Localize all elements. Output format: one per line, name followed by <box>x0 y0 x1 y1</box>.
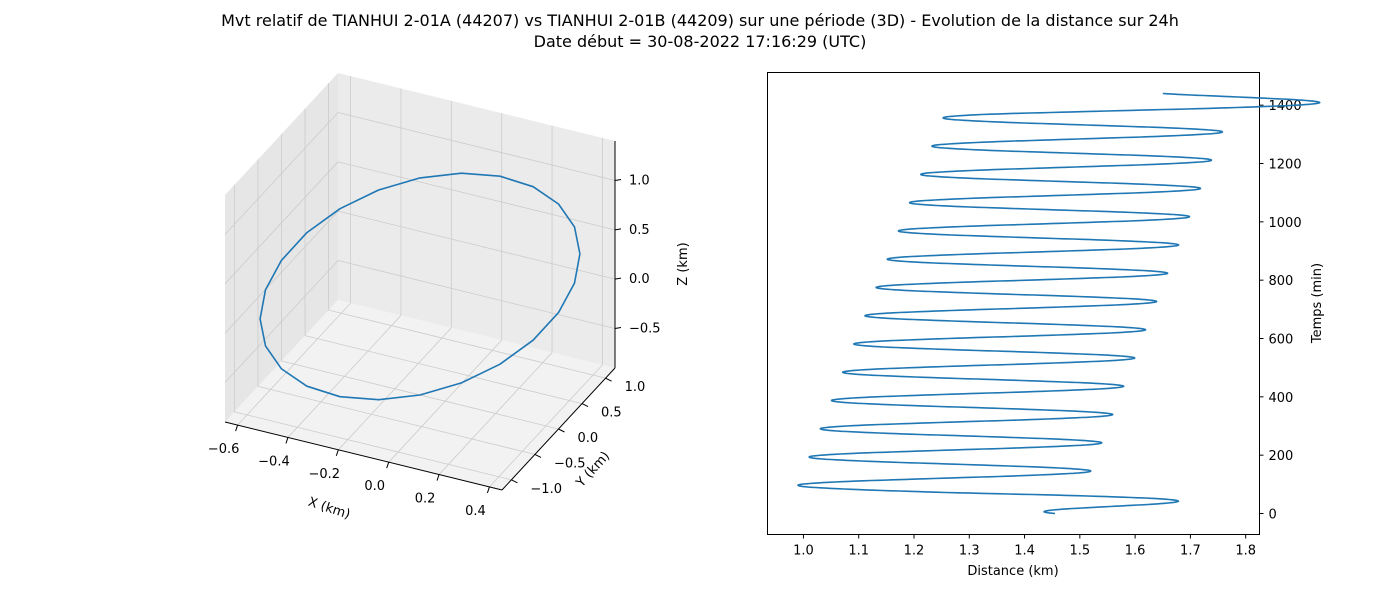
x-tick-label: 1.3 <box>959 544 980 559</box>
grid-line-y-floor <box>328 309 606 379</box>
x-tick-label: 0.2 <box>415 492 436 507</box>
y-tick-label: −0.5 <box>554 456 586 471</box>
grid-line-z-back <box>337 210 616 280</box>
x-tick <box>285 437 289 444</box>
z-tick <box>614 327 622 330</box>
x-tick-label: 1.7 <box>1180 544 1201 559</box>
y-tick-label: 1.0 <box>625 380 646 395</box>
axis-x-label: Distance (km) <box>967 564 1058 579</box>
grid-line-y-floor <box>257 386 536 455</box>
x-tick-label: 1.1 <box>848 544 869 559</box>
grid-line-z-left <box>224 210 339 334</box>
y-tick-label: 1400 <box>1269 99 1302 114</box>
y-tick-label: 400 <box>1269 391 1294 406</box>
z-tick-label: 0.5 <box>629 223 650 238</box>
y-tick-label: 1000 <box>1269 216 1302 231</box>
x-tick-label: −0.6 <box>208 442 240 457</box>
x-tick-label: 0.4 <box>465 504 486 519</box>
x-tick <box>486 486 490 494</box>
y-tick-label: 600 <box>1269 333 1294 348</box>
y-tick <box>558 428 565 433</box>
grid-line-z-left <box>224 161 339 285</box>
x-tick-label: 1.6 <box>1125 544 1146 559</box>
grid-line-z-back <box>337 112 616 181</box>
z-tick <box>614 277 622 280</box>
grid-line-y-floor <box>304 335 583 404</box>
series-line-orbit <box>259 172 581 401</box>
z-tick-label: 1.0 <box>629 173 650 188</box>
y-tick-label: 1200 <box>1269 158 1302 173</box>
x-tick-label: 0.0 <box>364 479 385 494</box>
x-tick-label: 1.5 <box>1069 544 1090 559</box>
chart-3d-panel: −0.6−0.4−0.20.00.20.4−1.0−0.50.00.51.0−0… <box>208 73 691 523</box>
y-tick-label: 0 <box>1269 508 1277 523</box>
y-tick <box>534 453 542 458</box>
grid-line-z-left <box>224 112 339 235</box>
x-tick-label: 1.2 <box>904 544 925 559</box>
axis-z-label: Z (km) <box>676 242 691 285</box>
x-tick-label: 1.4 <box>1014 544 1035 559</box>
grid-line-z-back <box>337 260 616 329</box>
y-tick <box>511 479 518 484</box>
axis-y-label: Temps (min) <box>1310 263 1325 344</box>
y-tick-label: −1.0 <box>530 482 562 497</box>
z-tick-label: −0.5 <box>629 322 661 337</box>
y-tick-label: 800 <box>1269 274 1294 289</box>
x-tick-label: −0.4 <box>258 454 290 469</box>
y-tick-label: 200 <box>1269 449 1294 464</box>
y-tick <box>605 377 612 382</box>
grid-line-y-floor <box>234 411 512 481</box>
x-tick <box>235 424 239 432</box>
x-tick-label: 1.0 <box>793 544 814 559</box>
z-tick-label: 0.0 <box>629 272 650 287</box>
z-tick <box>614 228 622 231</box>
plot-area <box>767 72 1260 535</box>
z-tick <box>614 178 622 181</box>
y-tick-label: 0.5 <box>601 406 622 421</box>
chart-title: Mvt relatif de TIANHUI 2-01A (44207) vs … <box>221 11 1179 30</box>
y-tick <box>581 403 589 408</box>
x-tick-label: −0.2 <box>309 467 341 482</box>
x-tick <box>386 462 390 469</box>
grid-line-z-left <box>224 260 339 383</box>
chart-subtitle: Date début = 30-08-2022 17:16:29 (UTC) <box>533 32 867 51</box>
axis-x-label: X (km) <box>306 495 352 523</box>
axis-x-line <box>224 421 503 491</box>
pane-back <box>338 73 615 368</box>
chart-2d-panel: 1.0 1.1 1.2 1.3 1.4 1.5 1.6 1.7 1.8 0 200 400 600 80… <box>767 72 1325 579</box>
x-tick <box>335 449 339 456</box>
x-tick-label: 1.8 <box>1235 544 1256 559</box>
x-tick <box>436 474 440 481</box>
y-tick-label: 0.0 <box>578 431 599 446</box>
series-line-distance <box>797 92 1321 515</box>
